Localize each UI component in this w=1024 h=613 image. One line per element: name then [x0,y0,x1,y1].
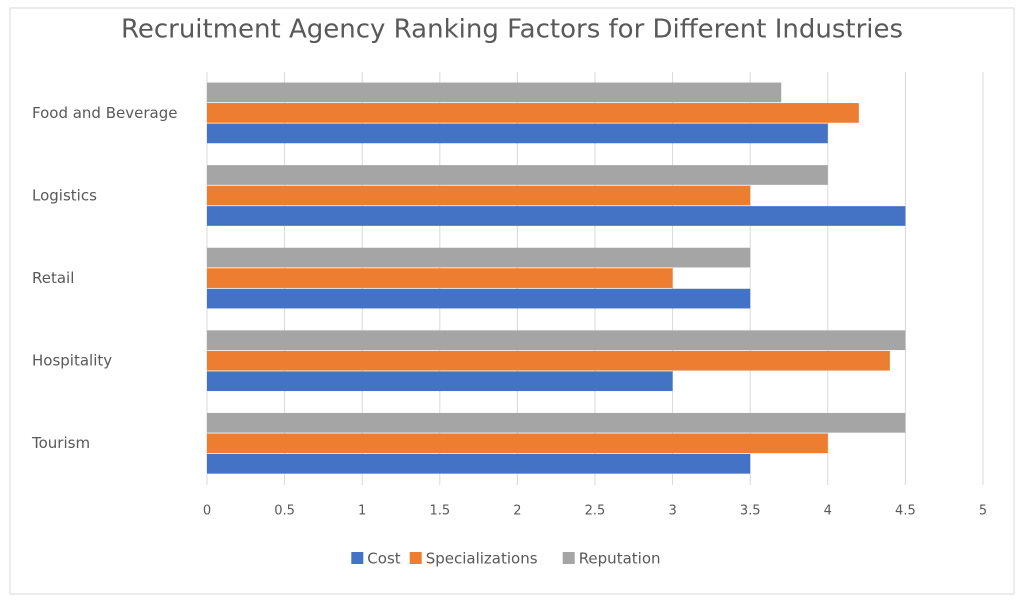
bar [207,268,673,288]
x-tick-label: 5 [979,504,987,519]
bar [207,371,673,392]
x-tick-label: 3.5 [740,504,761,519]
bar [207,350,890,371]
bar [207,165,828,185]
bar [207,123,828,144]
y-tick-label: Logistics [32,186,97,204]
x-tick-label: 1 [358,504,366,519]
bar [207,206,906,226]
x-tick-label: 2.5 [585,504,606,519]
bar [207,82,782,103]
legend-swatch [351,552,364,564]
y-tick-label: Hospitality [32,352,112,370]
legend-swatch [409,552,422,564]
x-tick-label: 0 [203,504,211,519]
legend-label: Specializations [426,550,538,568]
legend-label: Reputation [579,550,661,568]
bar [207,247,751,268]
y-tick-label: Retail [32,269,74,287]
bar [207,433,828,454]
bar [207,185,751,206]
chart-title: Recruitment Agency Ranking Factors for D… [121,15,903,45]
bar [207,103,859,123]
bar [207,330,906,351]
x-tick-label: 4 [824,504,832,519]
x-tick-label: 3 [668,504,676,519]
x-tick-label: 2 [513,504,521,519]
bar [207,412,906,433]
bar [207,288,751,309]
legend-label: Cost [367,550,400,568]
x-tick-label: 1.5 [429,504,450,519]
legend-swatch [562,552,575,564]
y-tick-label: Tourism [31,434,90,452]
x-tick-label: 0.5 [274,504,295,519]
x-tick-label: 4.5 [895,504,916,519]
bar [207,453,751,474]
y-tick-label: Food and Beverage [32,104,177,122]
